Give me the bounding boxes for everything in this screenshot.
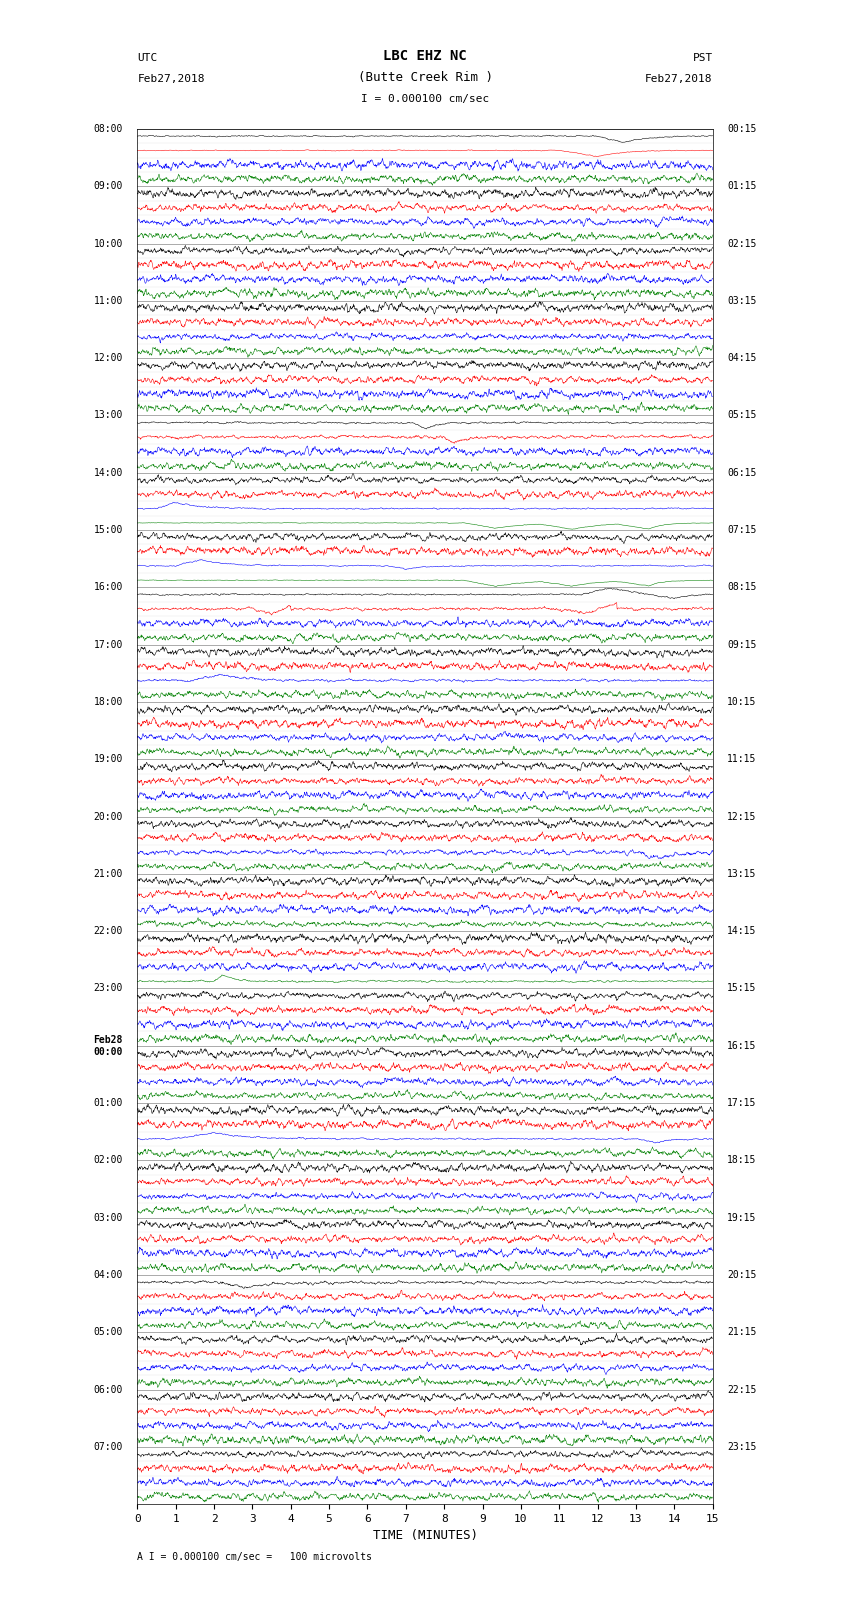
- Text: 10:15: 10:15: [727, 697, 756, 706]
- Text: 03:00: 03:00: [94, 1213, 123, 1223]
- Text: 03:15: 03:15: [727, 295, 756, 306]
- Text: 02:15: 02:15: [727, 239, 756, 248]
- Text: A I = 0.000100 cm/sec =   100 microvolts: A I = 0.000100 cm/sec = 100 microvolts: [138, 1552, 372, 1563]
- Text: 15:00: 15:00: [94, 526, 123, 536]
- Text: 16:15: 16:15: [727, 1040, 756, 1050]
- Text: 11:15: 11:15: [727, 755, 756, 765]
- Text: 12:15: 12:15: [727, 811, 756, 821]
- Text: 00:15: 00:15: [727, 124, 756, 134]
- Text: 04:00: 04:00: [94, 1269, 123, 1281]
- Text: 23:00: 23:00: [94, 984, 123, 994]
- Text: 22:00: 22:00: [94, 926, 123, 936]
- Text: (Butte Creek Rim ): (Butte Creek Rim ): [358, 71, 492, 84]
- Text: 07:00: 07:00: [94, 1442, 123, 1452]
- Text: 09:15: 09:15: [727, 640, 756, 650]
- Text: 06:15: 06:15: [727, 468, 756, 477]
- Text: 23:15: 23:15: [727, 1442, 756, 1452]
- Text: 14:15: 14:15: [727, 926, 756, 936]
- Text: 20:00: 20:00: [94, 811, 123, 821]
- Text: 01:00: 01:00: [94, 1098, 123, 1108]
- Text: 01:15: 01:15: [727, 181, 756, 192]
- Text: Feb27,2018: Feb27,2018: [645, 74, 712, 84]
- Text: 11:00: 11:00: [94, 295, 123, 306]
- Text: Feb27,2018: Feb27,2018: [138, 74, 205, 84]
- Text: 15:15: 15:15: [727, 984, 756, 994]
- Text: 21:00: 21:00: [94, 869, 123, 879]
- Text: 12:00: 12:00: [94, 353, 123, 363]
- Text: 09:00: 09:00: [94, 181, 123, 192]
- Text: I = 0.000100 cm/sec: I = 0.000100 cm/sec: [361, 94, 489, 105]
- Text: 21:15: 21:15: [727, 1327, 756, 1337]
- Text: 22:15: 22:15: [727, 1384, 756, 1395]
- Text: 17:15: 17:15: [727, 1098, 756, 1108]
- Text: 13:15: 13:15: [727, 869, 756, 879]
- Text: 10:00: 10:00: [94, 239, 123, 248]
- Text: 06:00: 06:00: [94, 1384, 123, 1395]
- Text: 05:15: 05:15: [727, 410, 756, 421]
- Text: 19:15: 19:15: [727, 1213, 756, 1223]
- Text: PST: PST: [693, 53, 712, 63]
- Text: LBC EHZ NC: LBC EHZ NC: [383, 48, 467, 63]
- Text: 18:15: 18:15: [727, 1155, 756, 1165]
- Text: 05:00: 05:00: [94, 1327, 123, 1337]
- Text: 04:15: 04:15: [727, 353, 756, 363]
- Text: 17:00: 17:00: [94, 640, 123, 650]
- Text: 20:15: 20:15: [727, 1269, 756, 1281]
- Text: Feb28
00:00: Feb28 00:00: [94, 1036, 123, 1057]
- Text: UTC: UTC: [138, 53, 157, 63]
- Text: 02:00: 02:00: [94, 1155, 123, 1165]
- Text: 18:00: 18:00: [94, 697, 123, 706]
- Text: 13:00: 13:00: [94, 410, 123, 421]
- Text: 19:00: 19:00: [94, 755, 123, 765]
- Text: 16:00: 16:00: [94, 582, 123, 592]
- Text: 07:15: 07:15: [727, 526, 756, 536]
- Text: 08:15: 08:15: [727, 582, 756, 592]
- X-axis label: TIME (MINUTES): TIME (MINUTES): [372, 1529, 478, 1542]
- Text: 08:00: 08:00: [94, 124, 123, 134]
- Text: 14:00: 14:00: [94, 468, 123, 477]
